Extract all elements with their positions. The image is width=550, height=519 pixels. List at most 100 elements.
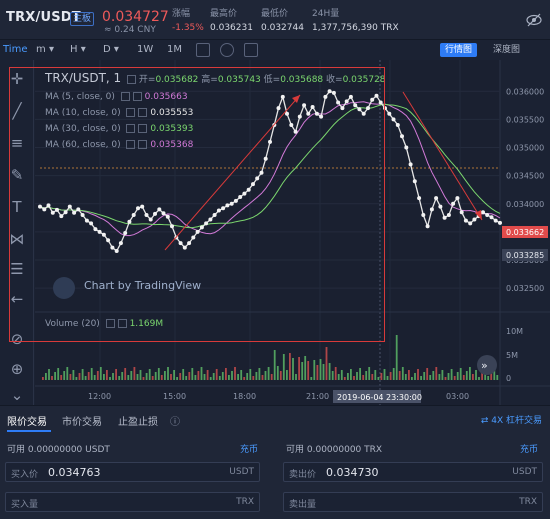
- volume-bar: [353, 376, 355, 380]
- brush-icon[interactable]: ✎: [10, 166, 24, 184]
- interval-month[interactable]: 1M: [167, 44, 182, 55]
- legend-settings-icon[interactable]: [127, 75, 137, 84]
- interval-hours[interactable]: H ▾: [70, 43, 86, 57]
- volume-bar: [96, 371, 99, 380]
- tab-depth-view[interactable]: 深度图: [493, 45, 521, 55]
- eye-icon[interactable]: [105, 319, 115, 328]
- eye-icon[interactable]: [126, 124, 136, 133]
- price-point: [421, 213, 426, 217]
- price-point: [463, 218, 468, 223]
- volume-bar: [51, 376, 53, 380]
- stat-volume: 24H量 1,377,756,390 TRX: [312, 8, 399, 35]
- legend-volume: Volume (20) 1.169M: [45, 318, 163, 330]
- info-icon[interactable]: ⓘ: [170, 417, 180, 428]
- legend-title: TRX/USDT, 1: [45, 71, 122, 85]
- price-chart[interactable]: 0.036000 0.035500 0.035000 0.034500 0.034000…: [0, 60, 550, 405]
- buy-price-field[interactable]: 买入价 0.034763 USDT: [5, 462, 260, 482]
- volume-bar: [447, 373, 450, 380]
- ma-line: [39, 103, 501, 229]
- close-icon[interactable]: [138, 124, 148, 133]
- fullscreen-icon[interactable]: [244, 43, 258, 57]
- indicator-icon[interactable]: [196, 43, 210, 57]
- volume-bar: [234, 367, 236, 380]
- buy-amount-field[interactable]: 买入量 TRX: [5, 492, 260, 512]
- sell-price-input[interactable]: 0.034730: [326, 466, 379, 479]
- price-point: [319, 114, 324, 119]
- pattern-icon[interactable]: ⋈: [9, 230, 25, 248]
- legend-open-label: 开=: [138, 75, 156, 85]
- volume-bar: [328, 363, 331, 380]
- eye-icon[interactable]: [120, 92, 130, 101]
- sell-price-field[interactable]: 卖出价 0.034730 USDT: [283, 462, 543, 482]
- close-icon[interactable]: [138, 108, 148, 117]
- volume-bar: [380, 373, 383, 380]
- volume-bar: [185, 376, 188, 380]
- volume-bar: [66, 367, 69, 380]
- price-point: [42, 207, 47, 212]
- eye-icon[interactable]: [126, 108, 136, 117]
- volume-bar: [273, 350, 276, 380]
- close-icon[interactable]: [138, 140, 148, 149]
- price-point: [178, 241, 183, 246]
- tab-stop-order[interactable]: 止盈止损: [118, 417, 158, 428]
- sell-amount-field[interactable]: 卖出量 TRX: [283, 492, 543, 512]
- price-point: [80, 213, 85, 217]
- price-point: [216, 208, 221, 213]
- volume-bar: [130, 371, 133, 380]
- price-point: [233, 198, 238, 203]
- zoom-in-icon[interactable]: ⊕: [10, 360, 24, 378]
- price-point: [157, 207, 162, 212]
- price-point: [446, 213, 451, 217]
- ruler-icon[interactable]: ⊘: [10, 330, 24, 348]
- buy-price-input[interactable]: 0.034763: [48, 466, 101, 479]
- leverage-button[interactable]: ⇄ 4X 杠杆交易: [481, 413, 542, 426]
- price-point: [370, 97, 375, 102]
- volume-bar: [57, 368, 60, 380]
- buy-available: 可用 0.00000000 USDT: [7, 442, 110, 455]
- close-icon[interactable]: [132, 92, 142, 101]
- volume-bar: [383, 369, 386, 380]
- settings-icon[interactable]: [220, 43, 234, 57]
- volume-bar: [173, 370, 175, 380]
- pitchfork-icon[interactable]: ≡: [10, 134, 24, 152]
- price-point: [55, 207, 59, 212]
- price-point: [387, 111, 392, 116]
- interval-days[interactable]: D ▾: [103, 43, 119, 57]
- ma-line: [39, 101, 501, 237]
- sell-deposit-link[interactable]: 充币: [520, 445, 539, 455]
- field-unit: USDT: [512, 467, 537, 477]
- trend-line-icon[interactable]: ╱: [12, 102, 22, 120]
- price-point: [344, 99, 349, 104]
- eye-icon[interactable]: [126, 140, 136, 149]
- text-tool-icon[interactable]: T: [12, 198, 22, 216]
- legend-ma5: MA (5, close, 0) 0.035663: [45, 91, 188, 103]
- legend-high: 0.035743: [217, 75, 261, 85]
- chart-area[interactable]: ✛ ╱ ≡ ✎ T ⋈ ☰ ← ⊘ ⊕ ⌄ 0.036000 0.035500 0.…: [0, 60, 550, 405]
- volume-bar: [45, 373, 47, 380]
- crosshair-icon[interactable]: ✛: [10, 70, 24, 88]
- x-tick-label: 18:00: [233, 392, 256, 401]
- fib-icon[interactable]: ☰: [10, 260, 24, 278]
- volume-bar: [72, 370, 75, 380]
- volume-bar: [438, 374, 441, 380]
- interval-week[interactable]: 1W: [137, 44, 154, 55]
- collapse-icon[interactable]: ⌄: [10, 386, 24, 404]
- close-icon[interactable]: [117, 319, 127, 328]
- no-eye-icon[interactable]: [526, 12, 542, 28]
- tab-kline-view[interactable]: 行情图: [440, 43, 478, 57]
- interval-minutes[interactable]: m ▾: [36, 43, 54, 57]
- interval-time[interactable]: Time: [3, 44, 28, 55]
- volume-bar: [182, 369, 185, 380]
- price-point: [187, 241, 192, 246]
- volume-bar: [243, 377, 246, 380]
- volume-bar: [462, 375, 465, 380]
- stat-value: 1,377,756,390 TRX: [312, 23, 399, 33]
- tab-market-order[interactable]: 市价交易: [62, 417, 102, 428]
- back-arrow-icon[interactable]: ←: [10, 290, 24, 308]
- volume-bar: [347, 373, 349, 380]
- pair-title[interactable]: TRX/USDT: [6, 10, 81, 25]
- volume-bar: [301, 362, 304, 380]
- tab-limit-order[interactable]: 限价交易: [7, 417, 47, 428]
- order-panel: 限价交易 市价交易 止盈止损 ⓘ ⇄ 4X 杠杆交易 可用 0.00000000…: [0, 405, 550, 519]
- buy-deposit-link[interactable]: 充币: [240, 445, 259, 455]
